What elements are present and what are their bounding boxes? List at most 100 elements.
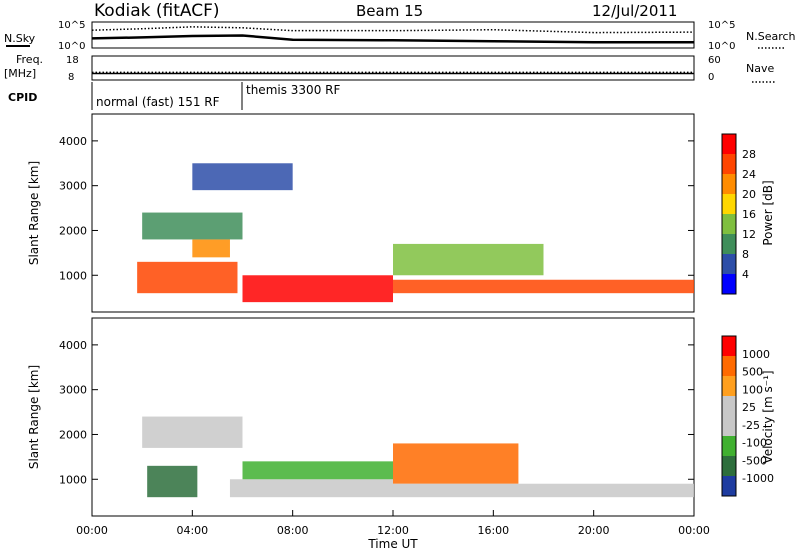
frequency-label-line1: Freq. [16,53,43,66]
y-tick-label-1000: 1000 [59,269,87,282]
colorbar-frame [721,335,737,497]
velocity-marks [142,416,694,498]
colorbar-tick-4: -25 [742,419,760,432]
noise-left-label: N.Sky [4,32,36,45]
data-region-4 [393,279,694,294]
data-region-4 [393,483,694,498]
colorbar-swatch-7 [722,154,736,174]
noise-right-tick-top: 10^5 [708,20,735,31]
colorbar-swatch-1 [722,476,736,496]
colorbar-tick-2: -500 [742,454,767,467]
noise-frame [91,21,695,49]
colorbar-swatch-8 [722,134,736,154]
colorbar-tick-5: 25 [742,401,756,414]
cpid-segment-1: normal (fast) 151 RF [96,95,220,109]
colorbar-swatch-4 [722,214,736,234]
noise-search-series [91,26,695,34]
data-region-2 [242,275,393,303]
x-tick-label-1: 04:00 [176,524,208,537]
x-tick-label-0: 00:00 [76,524,108,537]
frequency-right-tick-bottom: 0 [708,72,714,83]
site-title: Kodiak (fitACF) [94,1,220,21]
power-panel: 1000 2000 3000 4000 Slant Range [km] 4 8 12 16… [27,113,775,313]
colorbar-swatch-5 [722,396,736,416]
velocity-xlabel: Time UT [367,537,418,551]
velocity-panel: 1000 2000 3000 4000 00:00 04:00 08:00 12:00 16:… [27,317,775,551]
colorbar-tick-6: 24 [742,168,756,181]
x-tick-label-5: 20:00 [578,524,610,537]
velocity-y-axis: 1000 2000 3000 4000 [59,339,694,486]
colorbar-swatch-3 [722,436,736,456]
x-tick-label-3: 12:00 [377,524,409,537]
colorbar-swatch-7 [722,356,736,376]
x-tick-label-2: 08:00 [277,524,309,537]
colorbar-tick-1: -1000 [742,472,774,485]
noise-right-label: N.Search [746,30,796,43]
power-ylabel: Slant Range [km] [27,161,41,265]
colorbar-swatch-4 [722,416,736,436]
colorbar-tick-6: 100 [742,383,763,396]
velocity-ylabel: Slant Range [km] [27,365,41,469]
velocity-colorbar-label: Velocity [m s⁻¹] [761,370,775,463]
beam-label: Beam 15 [356,2,423,20]
colorbar-swatch-5 [722,194,736,214]
colorbar-swatch-3 [722,234,736,254]
y-tick-label-3000: 3000 [59,384,87,397]
y-tick-label-2000: 2000 [59,224,87,237]
y-tick-label-2000: 2000 [59,428,87,441]
noise-left-tick-top: 10^5 [58,20,85,31]
power-y-axis: 1000 2000 3000 4000 [59,135,694,282]
date-label: 12/Jul/2011 [592,2,677,20]
data-region-5 [142,416,243,448]
noise-left-tick-bottom: 10^0 [58,41,85,52]
colorbar-swatch-6 [722,174,736,194]
colorbar-tick-5: 20 [742,188,756,201]
noise-right-tick-bottom: 10^0 [708,41,735,52]
cpid-segment-2: themis 3300 RF [246,83,340,97]
colorbar-tick-7: 500 [742,366,763,379]
y-tick-label-1000: 1000 [59,473,87,486]
power-colorbar-label: Power [dB] [761,180,775,245]
colorbar-tick-1: 4 [742,268,749,281]
data-region-2 [229,479,393,498]
power-marks [137,163,694,303]
data-region-3 [393,443,519,484]
frequency-right-tick-top: 60 [708,55,721,66]
colorbar-tick-7: 28 [742,148,756,161]
data-region-3 [192,239,230,258]
data-region-1 [137,261,238,294]
frequency-left-tick-bottom: 8 [68,72,74,83]
cpid-panel: CPID normal (fast) 151 RF themis 3300 RF [8,82,340,110]
x-tick-label-6: 00:00 [678,524,710,537]
colorbar-tick-4: 16 [742,208,756,221]
colorbar-swatch-6 [722,376,736,396]
velocity-colorbar: -1000 -500 -100 -25 25 100 500 1000 [721,335,774,497]
noise-sky-series [91,34,694,44]
colorbar-swatch-8 [722,336,736,356]
cpid-label: CPID [8,91,37,104]
y-tick-label-4000: 4000 [59,339,87,352]
colorbar-swatch-2 [722,254,736,274]
colorbar-tick-3: -100 [742,437,767,450]
colorbar-tick-3: 12 [742,228,756,241]
colorbar-swatch-1 [722,274,736,294]
colorbar-swatch-2 [722,456,736,476]
nave-label: Nave [746,62,774,75]
frequency-frame [91,55,695,81]
data-region-6 [142,212,243,240]
x-tick-label-4: 16:00 [477,524,509,537]
frequency-panel: Freq. [MHz] 18 8 60 0 Nave [4,53,776,83]
y-tick-label-3000: 3000 [59,180,87,193]
data-region-1 [147,465,198,498]
y-tick-label-4000: 4000 [59,135,87,148]
frequency-left-tick-top: 18 [66,55,79,66]
velocity-x-axis: 00:00 04:00 08:00 12:00 16:00 20:00 00:00 [76,510,710,537]
noise-panel: N.Sky 10^5 10^0 10^5 10^0 N.Search [4,20,796,52]
colorbar-tick-8: 1000 [742,348,770,361]
data-region-6 [242,461,393,480]
data-region-7 [192,163,293,191]
colorbar-tick-2: 8 [742,248,749,261]
data-region-5 [393,243,544,276]
